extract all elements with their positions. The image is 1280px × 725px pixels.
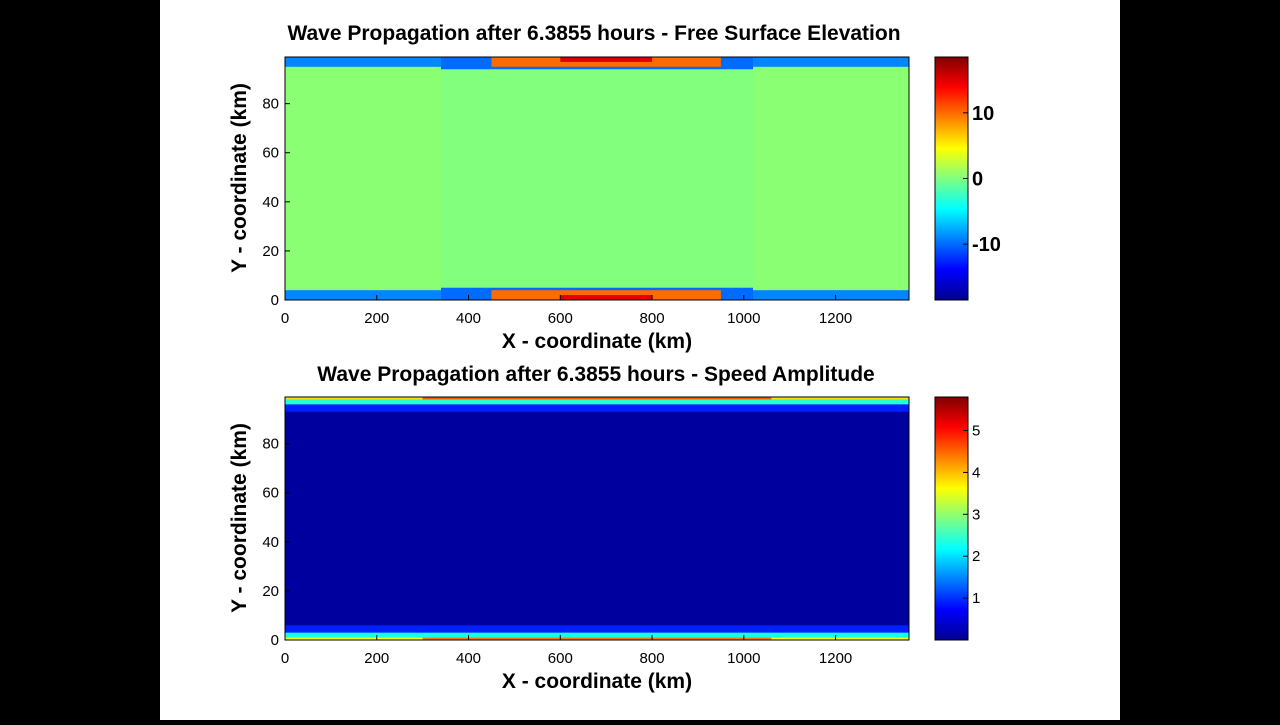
x-tick-label: 1000 <box>727 310 760 327</box>
elevation-edge-band <box>753 57 909 67</box>
speed-edge-band <box>422 397 772 400</box>
x-tick-label: 400 <box>456 310 481 327</box>
elevation-field <box>285 57 909 300</box>
figure: Wave Propagation after 6.3855 hours - Fr… <box>160 0 1120 720</box>
elevation-x-ticks: 0 200 400 600 800 1000 1200 <box>281 295 852 327</box>
speed-x-axis-label: X - coordinate (km) <box>502 670 692 693</box>
speed-colorbar-ticks: 1 2 3 4 5 <box>963 423 980 607</box>
colorbar-tick-label: 1 <box>972 590 980 607</box>
elevation-y-ticks: 0 20 40 60 80 <box>262 96 290 309</box>
x-tick-label: 1000 <box>727 650 760 667</box>
speed-plot-frame <box>284 396 910 641</box>
speed-y-axis-label: Y - coordinate (km) <box>228 423 251 613</box>
x-tick-label: 800 <box>640 650 665 667</box>
y-tick-label: 60 <box>262 485 279 502</box>
y-tick-label: 80 <box>262 96 279 113</box>
y-tick-label: 80 <box>262 436 279 453</box>
elevation-edge-band <box>560 57 653 62</box>
elevation-edge-band <box>285 57 441 67</box>
x-tick-label: 400 <box>456 650 481 667</box>
colorbar-tick-label: 0 <box>972 169 983 191</box>
x-tick-label: 600 <box>548 650 573 667</box>
colorbar-tick-label: 10 <box>972 103 994 125</box>
elevation-edge-band <box>285 290 441 300</box>
x-tick-label: 1200 <box>819 310 852 327</box>
speed-y-ticks: 0 20 40 60 80 <box>262 436 290 649</box>
elevation-plot-frame <box>284 56 910 301</box>
x-tick-label: 0 <box>281 310 289 327</box>
colorbar-tick-label: 5 <box>972 423 980 440</box>
elevation-x-axis-label: X - coordinate (km) <box>502 330 692 353</box>
speed-x-ticks: 0 200 400 600 800 1000 1200 <box>281 635 852 667</box>
speed-edge-band <box>285 397 909 405</box>
speed-edge-band <box>285 632 909 640</box>
x-tick-label: 0 <box>281 650 289 667</box>
x-tick-label: 600 <box>548 310 573 327</box>
y-tick-label: 0 <box>271 632 279 649</box>
x-tick-label: 800 <box>640 310 665 327</box>
colorbar-tick-label: 4 <box>972 464 980 481</box>
figure-canvas: Wave Propagation after 6.3855 hours - Fr… <box>228 22 1001 693</box>
y-tick-label: 40 <box>262 194 279 211</box>
elevation-edge-band <box>753 290 909 300</box>
elevation-plot: Wave Propagation after 6.3855 hours - Fr… <box>228 22 1001 353</box>
speed-field <box>285 397 909 640</box>
elevation-plot-title: Wave Propagation after 6.3855 hours - Fr… <box>287 22 900 45</box>
x-tick-label: 1200 <box>819 650 852 667</box>
elevation-edge-band <box>560 295 653 300</box>
y-tick-label: 40 <box>262 534 279 551</box>
x-tick-label: 200 <box>364 650 389 667</box>
elevation-y-axis-label: Y - coordinate (km) <box>228 83 251 273</box>
speed-plot-title: Wave Propagation after 6.3855 hours - Sp… <box>317 363 874 386</box>
colorbar-tick-label: -10 <box>972 234 1001 256</box>
speed-plot: Wave Propagation after 6.3855 hours - Sp… <box>228 363 980 693</box>
elevation-colorbar <box>934 56 969 301</box>
speed-colorbar <box>934 396 969 641</box>
elevation-colorbar-ticks: -10 0 10 <box>963 103 1001 256</box>
colorbar-tick-label: 3 <box>972 506 980 523</box>
y-tick-label: 20 <box>262 243 279 260</box>
speed-edge-band <box>422 637 772 640</box>
y-tick-label: 20 <box>262 583 279 600</box>
y-tick-label: 60 <box>262 145 279 162</box>
elevation-central-band <box>441 57 753 300</box>
colorbar-tick-label: 2 <box>972 548 980 565</box>
x-tick-label: 200 <box>364 310 389 327</box>
speed-field-background <box>285 397 909 640</box>
y-tick-label: 0 <box>271 292 279 309</box>
